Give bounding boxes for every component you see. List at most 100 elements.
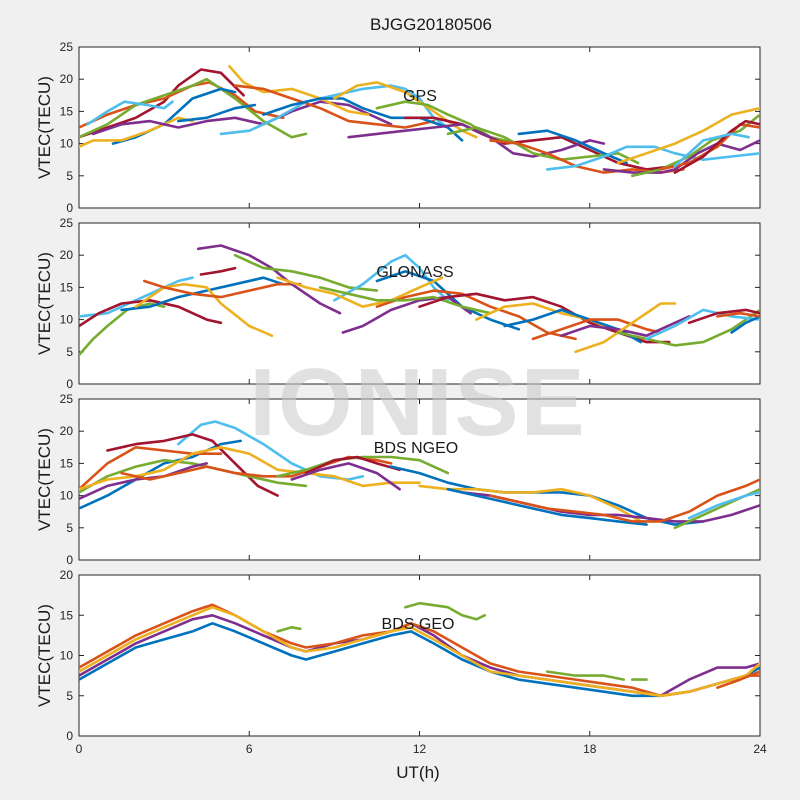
x-tick-label: 6 [246,742,253,756]
panel-label: BDS NGEO [374,440,458,457]
y-tick-label: 10 [60,313,74,327]
y-tick-label: 20 [60,248,74,262]
series-line-11 [375,270,521,331]
series-line-18 [687,491,760,520]
y-tick-label: 15 [60,608,74,622]
series-line-25 [730,315,760,334]
series-line-25 [673,119,760,174]
series-line-24 [659,123,760,171]
panel-4: 0 5 10 15 20 0 6 12 18 24 BDS GEO VTEC(TECU) [35,568,767,756]
series-line-15 [446,487,648,526]
series-line-14 [375,289,577,341]
panel-label: GPS [403,88,437,105]
series-line-1 [79,622,760,698]
series-line-22 [616,106,760,165]
series-line-3 [79,77,308,139]
plot-area [78,46,761,209]
series-line-7 [91,100,393,136]
series-line-16 [347,123,606,158]
series-group [79,244,760,357]
y-axis-label: VTEC(TECU) [35,604,54,707]
series-line-15 [318,286,492,315]
y-axis-label: VTEC(TECU) [35,76,54,179]
y-tick-label: 15 [60,456,74,470]
panel-1: 0 5 10 15 20 25 GPS VTEC(TECU) [35,40,761,215]
series-line-18 [517,129,628,165]
y-tick-label: 10 [60,489,74,503]
series-line-9 [228,65,370,116]
y-tick-label: 15 [60,104,74,118]
y-tick-label: 10 [60,649,74,663]
chart-title: BJGG20180506 [370,15,492,34]
series-line-13 [341,295,472,334]
series-line-24 [687,308,760,325]
series-group [79,65,760,178]
series-line-3 [79,603,760,698]
y-tick-label: 20 [60,424,74,438]
y-tick-label: 0 [66,201,73,215]
series-line-7 [79,462,208,501]
series-line-20 [545,145,760,171]
series-line-9 [199,266,237,276]
series-line-12 [262,97,464,142]
y-tick-label: 15 [60,280,74,294]
series-line-21 [602,139,760,174]
x-tick-label: 12 [413,742,427,756]
series-line-4 [86,100,174,126]
panel-label: GLONASS [376,264,453,281]
y-tick-label: 20 [60,72,74,86]
series-line-8 [177,103,257,123]
series-line-13 [418,484,648,526]
series-line-2 [79,302,166,357]
series-line-4 [120,276,285,312]
y-tick-label: 25 [60,392,74,406]
panels: 0 5 10 15 20 25 GPS VTEC(TECU) 0 5 10 15 20 25 GLONASS… [35,40,767,756]
y-tick-label: 5 [66,521,73,535]
series-line-4 [79,605,760,698]
x-tick-label: 0 [76,742,83,756]
series-line-9 [276,455,450,478]
series-line-20 [560,315,691,337]
series-line-11 [290,462,401,491]
series-line-10 [304,455,401,475]
y-tick-label: 10 [60,137,74,151]
series-line-10 [233,84,435,129]
y-tick-label: 5 [66,169,73,183]
series-line-16 [489,478,760,523]
series-line-6 [404,601,487,621]
series-line-6 [143,279,302,299]
y-tick-label: 5 [66,689,73,703]
series-line-8 [233,253,379,292]
y-tick-label: 25 [60,40,74,54]
series-group [79,601,760,698]
watermark: IONISE [249,349,586,456]
panel-2: 0 5 10 15 20 25 GLONASS VTEC(TECU) [35,216,761,391]
series-line-1 [79,276,194,318]
series-line-4 [106,433,279,497]
series-line-10 [333,253,450,302]
series-line-7 [545,670,626,681]
x-tick-label: 24 [753,742,767,756]
y-tick-label: 0 [66,729,73,743]
series-line-23 [631,113,760,178]
y-tick-label: 0 [66,553,73,567]
panel-label: BDS GEO [382,616,455,633]
series-line-23 [645,308,760,341]
series-line-26 [673,132,750,168]
series-line-12 [276,276,444,308]
panel-3: 0 5 10 15 20 25 BDS NGEO VTEC(TECU) [35,392,761,567]
x-axis-label: UT(h) [396,763,439,782]
series-line-19 [531,318,662,341]
series-line-5 [79,458,308,494]
series-line-1 [79,439,242,510]
series-line-5 [111,87,237,145]
series-line-22 [616,308,760,347]
series-line-21 [574,302,677,354]
y-tick-label: 0 [66,377,73,391]
series-line-3 [79,299,223,328]
y-axis-label: VTEC(TECU) [35,428,54,531]
plot-area [78,574,761,737]
series-line-6 [79,116,194,149]
series-line-26 [716,311,760,318]
y-tick-label: 5 [66,345,73,359]
